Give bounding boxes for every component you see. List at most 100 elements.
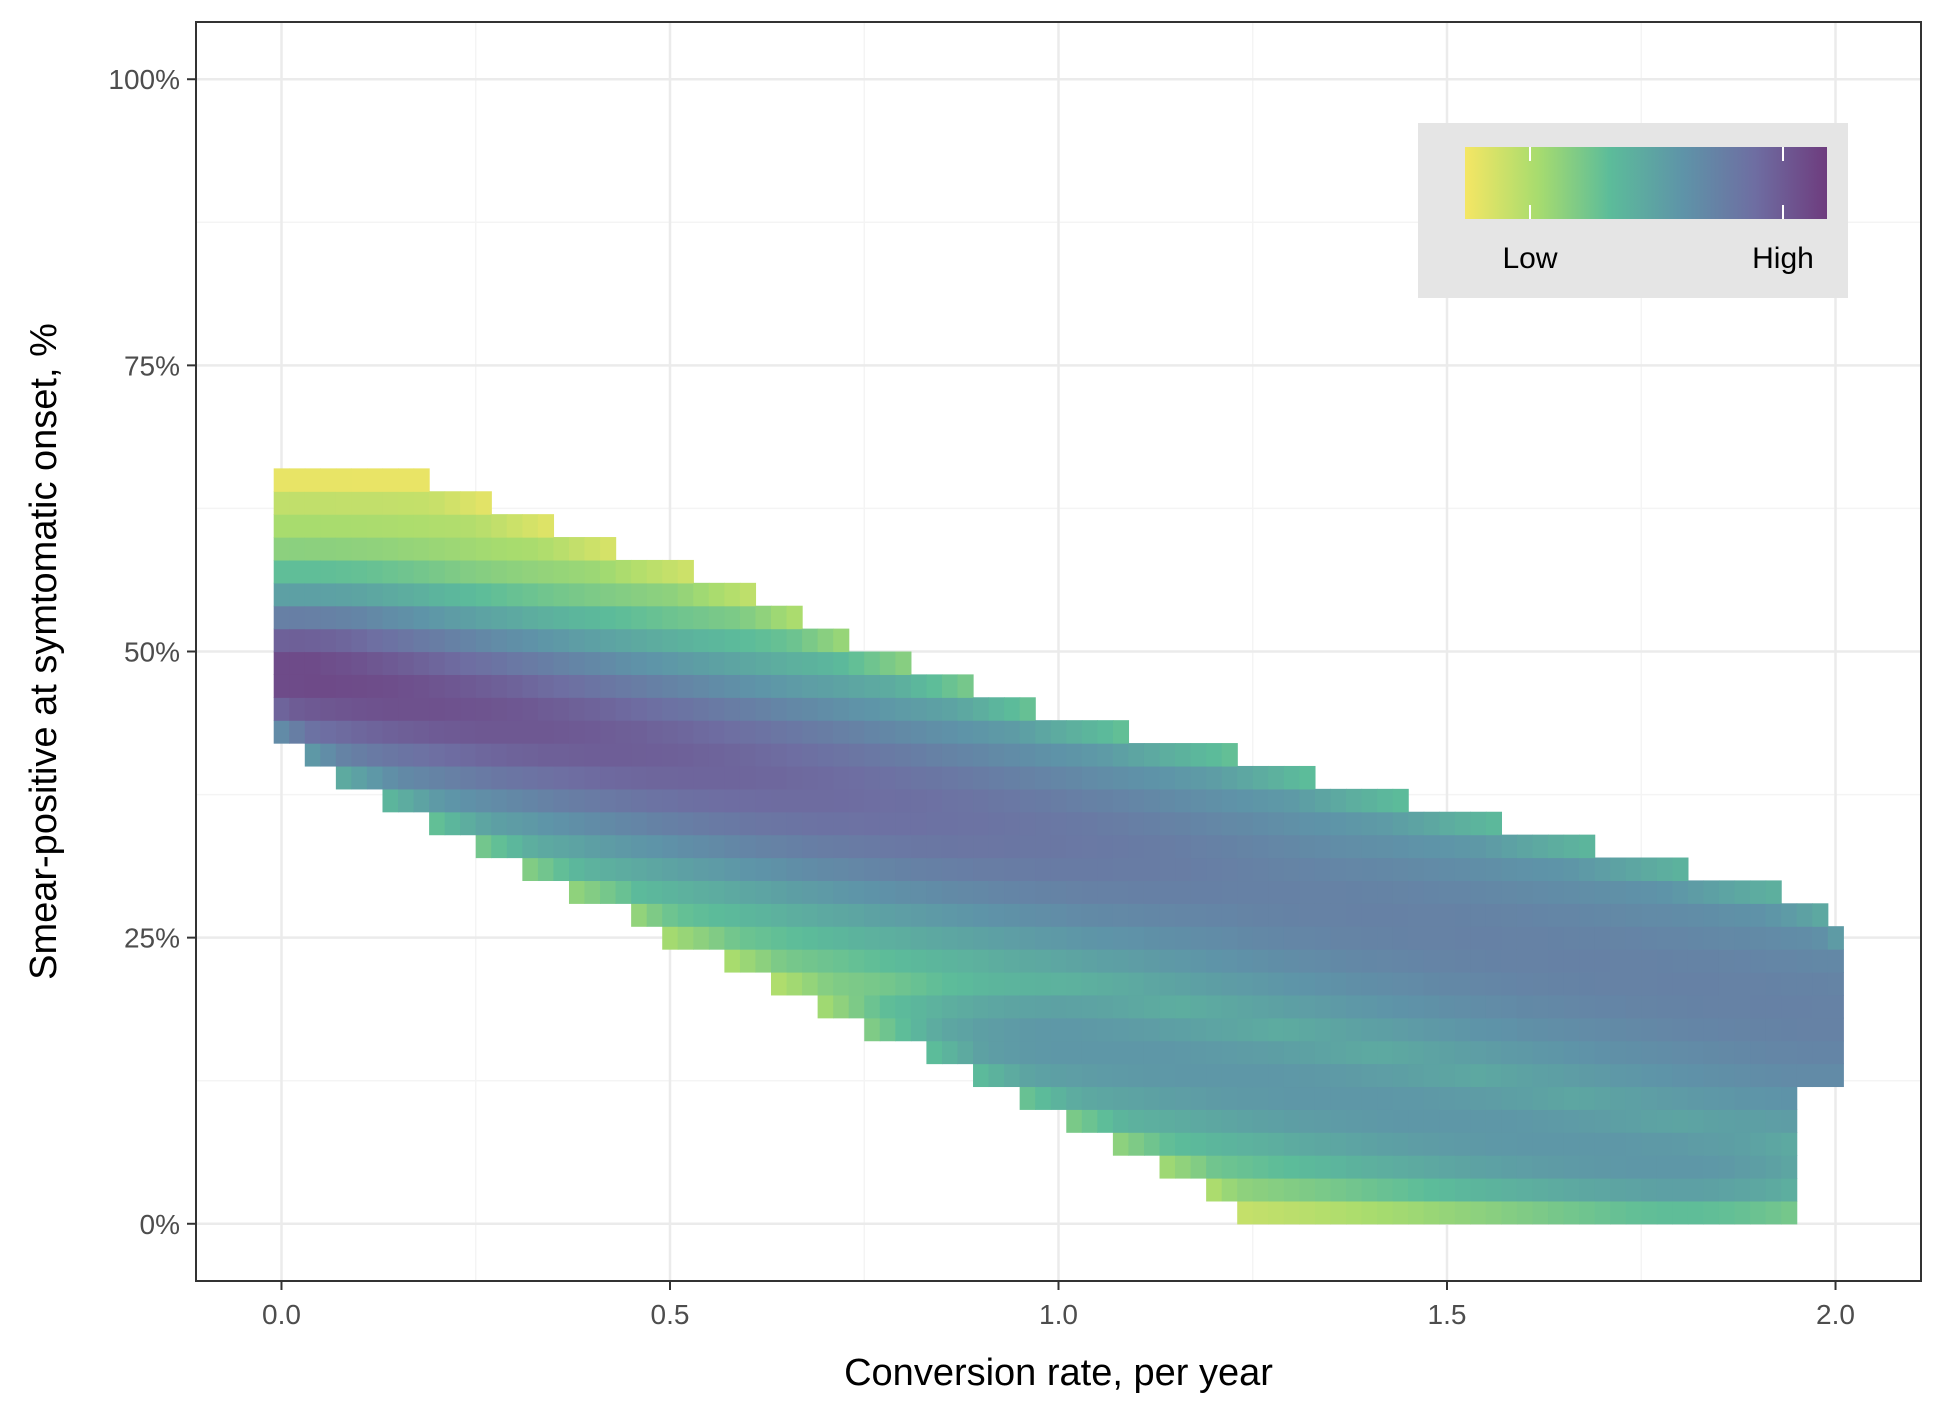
density-tile [941, 765, 959, 790]
density-tile [273, 514, 290, 538]
density-tile [1781, 994, 1798, 1019]
density-tile [1641, 994, 1658, 1019]
density-tile [833, 903, 850, 927]
density-tile [1454, 903, 1471, 927]
density-tile [1221, 1086, 1238, 1110]
density-tile [1687, 1086, 1705, 1110]
density-tile [335, 651, 353, 675]
density-tile [413, 582, 430, 607]
density-tile [708, 582, 725, 607]
density-tile [1066, 1017, 1083, 1042]
density-tile [1190, 765, 1207, 790]
density-tile [1314, 834, 1332, 859]
density-tile [1672, 1200, 1689, 1225]
density-tile [1377, 949, 1394, 973]
density-tile [1190, 1109, 1207, 1133]
density-tile [1346, 1109, 1363, 1133]
density-tile [693, 651, 710, 675]
density-tile [351, 468, 368, 492]
density-tile [1485, 903, 1503, 927]
density-tile [802, 674, 819, 698]
density-tile [895, 903, 912, 927]
density-tile [1485, 1109, 1503, 1133]
density-tile [802, 880, 819, 904]
density-tile [941, 834, 959, 859]
density-tile [1190, 811, 1207, 836]
density-tile [1112, 1109, 1130, 1133]
density-tile [444, 514, 461, 538]
density-tile [1237, 788, 1254, 813]
density-tile [708, 765, 725, 790]
density-tile [1392, 1155, 1409, 1179]
density-tile [910, 720, 928, 744]
density-tile [413, 765, 430, 790]
density-tile [506, 559, 523, 584]
density-tile [460, 651, 477, 675]
density-tile [739, 788, 757, 813]
density-tile [1812, 971, 1829, 996]
density-tile [646, 559, 663, 584]
density-tile [522, 811, 539, 836]
density-tile [677, 582, 694, 607]
density-tile [1423, 971, 1440, 996]
density-tile [1485, 1132, 1503, 1156]
density-tile [1703, 971, 1720, 996]
density-tile [941, 697, 959, 721]
density-tile [1346, 1017, 1363, 1042]
density-tile [1330, 994, 1347, 1019]
density-tile [1377, 926, 1394, 950]
density-tile [662, 605, 679, 630]
density-tile [879, 720, 896, 744]
density-tile [1268, 926, 1285, 950]
density-tile [708, 857, 725, 882]
density-tile [522, 743, 539, 767]
density-tile [1765, 1017, 1782, 1042]
density-tile [926, 1017, 943, 1042]
density-tile [1330, 1132, 1347, 1156]
density-tile [1206, 903, 1223, 927]
density-tile [506, 697, 523, 721]
density-tile [1314, 857, 1332, 882]
density-tile [615, 628, 632, 653]
density-tile [568, 811, 586, 836]
density-tile [1066, 994, 1083, 1019]
density-tile [1175, 1155, 1192, 1179]
density-tile [1035, 1063, 1052, 1088]
density-tile [988, 903, 1005, 927]
density-tile [817, 994, 834, 1019]
x-axis-ticks: 0.0 0.5 1.0 1.5 2.0 [262, 1281, 1855, 1330]
density-tile [491, 628, 508, 653]
density-tile [1377, 1040, 1394, 1065]
density-tile [1765, 1200, 1782, 1225]
density-tile [1579, 971, 1596, 996]
density-tile [522, 765, 539, 790]
density-tile [1439, 971, 1456, 996]
density-tile [475, 491, 492, 515]
density-tile [1656, 1132, 1673, 1156]
density-tile [382, 605, 399, 630]
density-tile [491, 651, 508, 675]
density-tile [786, 720, 803, 744]
density-tile [429, 674, 446, 698]
density-tile [522, 857, 539, 882]
density-tile [926, 903, 943, 927]
density-tile [646, 811, 663, 836]
density-tile [553, 651, 570, 675]
density-tile [1579, 857, 1596, 882]
density-tile [1656, 880, 1673, 904]
density-tile [724, 811, 741, 836]
density-tile [1206, 765, 1223, 790]
density-tile [1081, 1086, 1098, 1110]
density-tile [1750, 971, 1767, 996]
density-tile [444, 537, 461, 561]
density-tile [1812, 1040, 1829, 1065]
density-tile [1750, 880, 1767, 904]
density-tile [1781, 949, 1798, 973]
density-tile [724, 765, 741, 790]
density-tile [1175, 765, 1192, 790]
density-tile [879, 743, 896, 767]
density-tile [1548, 1200, 1565, 1225]
density-tile [802, 628, 819, 653]
density-tile [444, 720, 461, 744]
density-tile [1532, 994, 1549, 1019]
